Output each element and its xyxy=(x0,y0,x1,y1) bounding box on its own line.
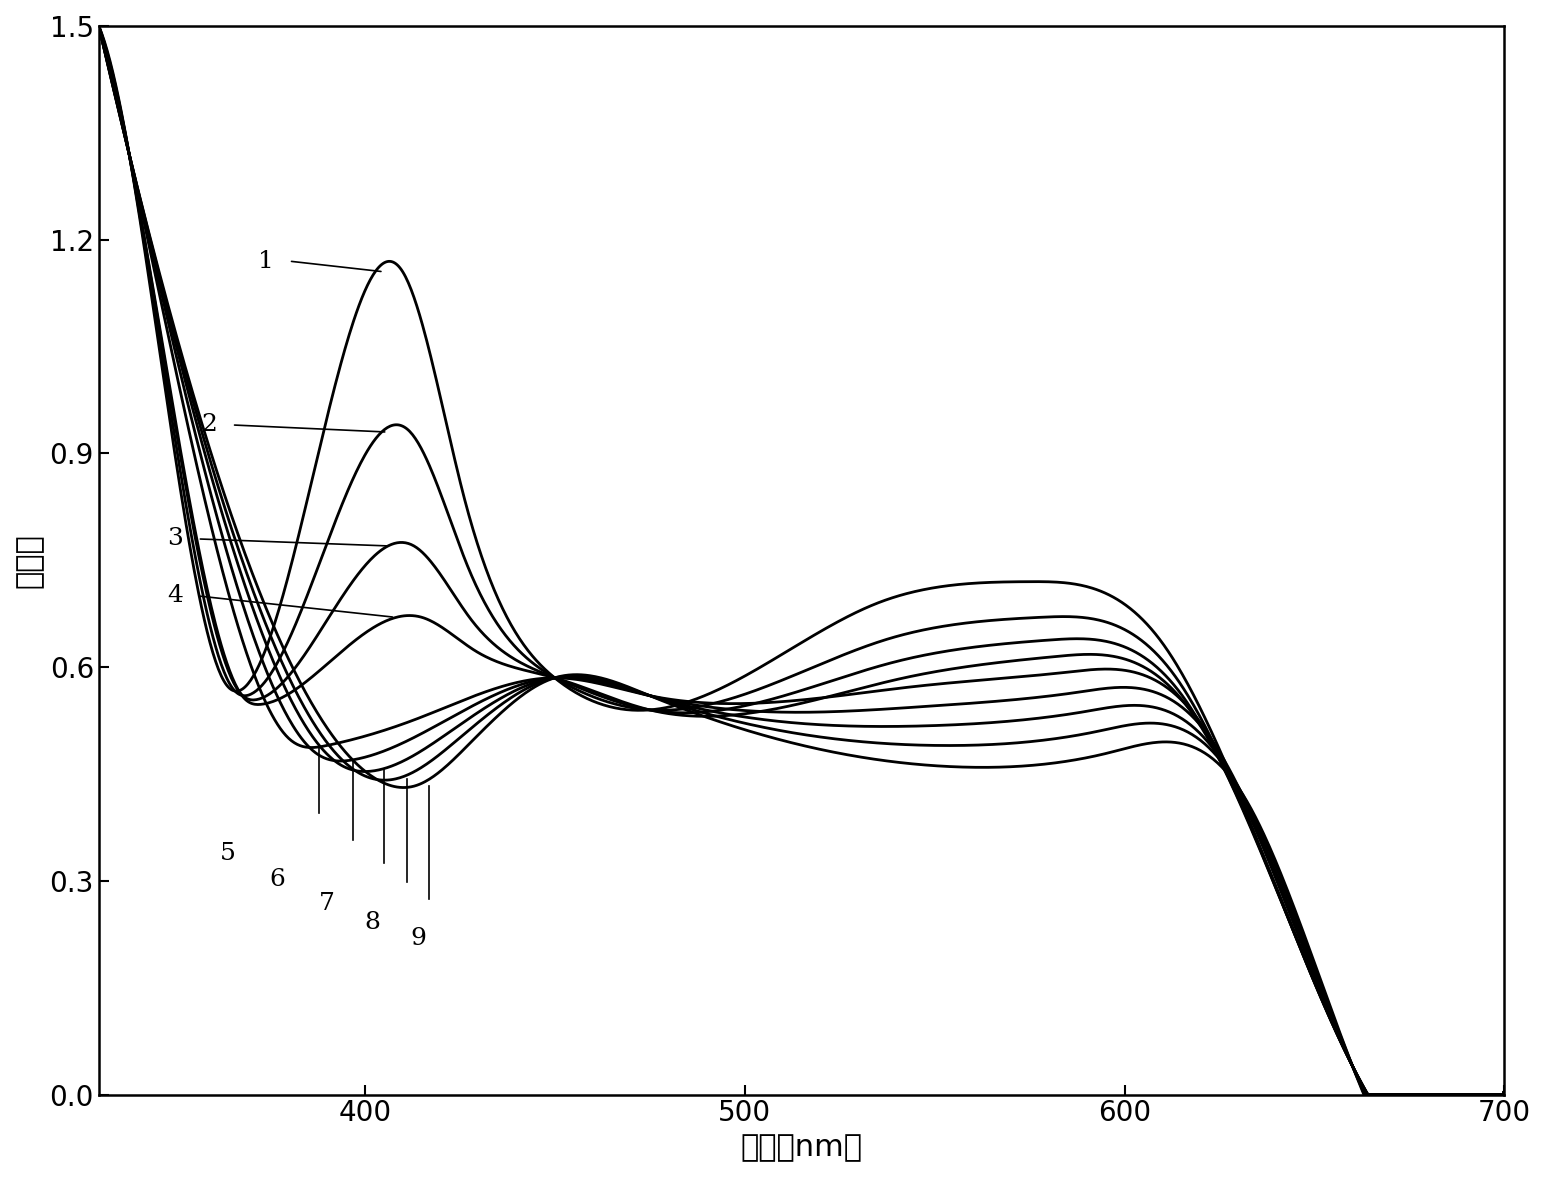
Y-axis label: 吸光率: 吸光率 xyxy=(15,533,43,587)
Text: 6: 6 xyxy=(269,869,286,891)
Text: 3: 3 xyxy=(167,527,182,551)
Text: 2: 2 xyxy=(201,413,218,437)
Text: 9: 9 xyxy=(410,927,425,950)
Text: 4: 4 xyxy=(167,585,182,607)
X-axis label: 波长（nm）: 波长（nm） xyxy=(741,1133,863,1162)
Text: 5: 5 xyxy=(220,842,237,865)
Text: 1: 1 xyxy=(258,250,274,273)
Text: 7: 7 xyxy=(318,891,334,915)
Text: 8: 8 xyxy=(365,911,380,933)
